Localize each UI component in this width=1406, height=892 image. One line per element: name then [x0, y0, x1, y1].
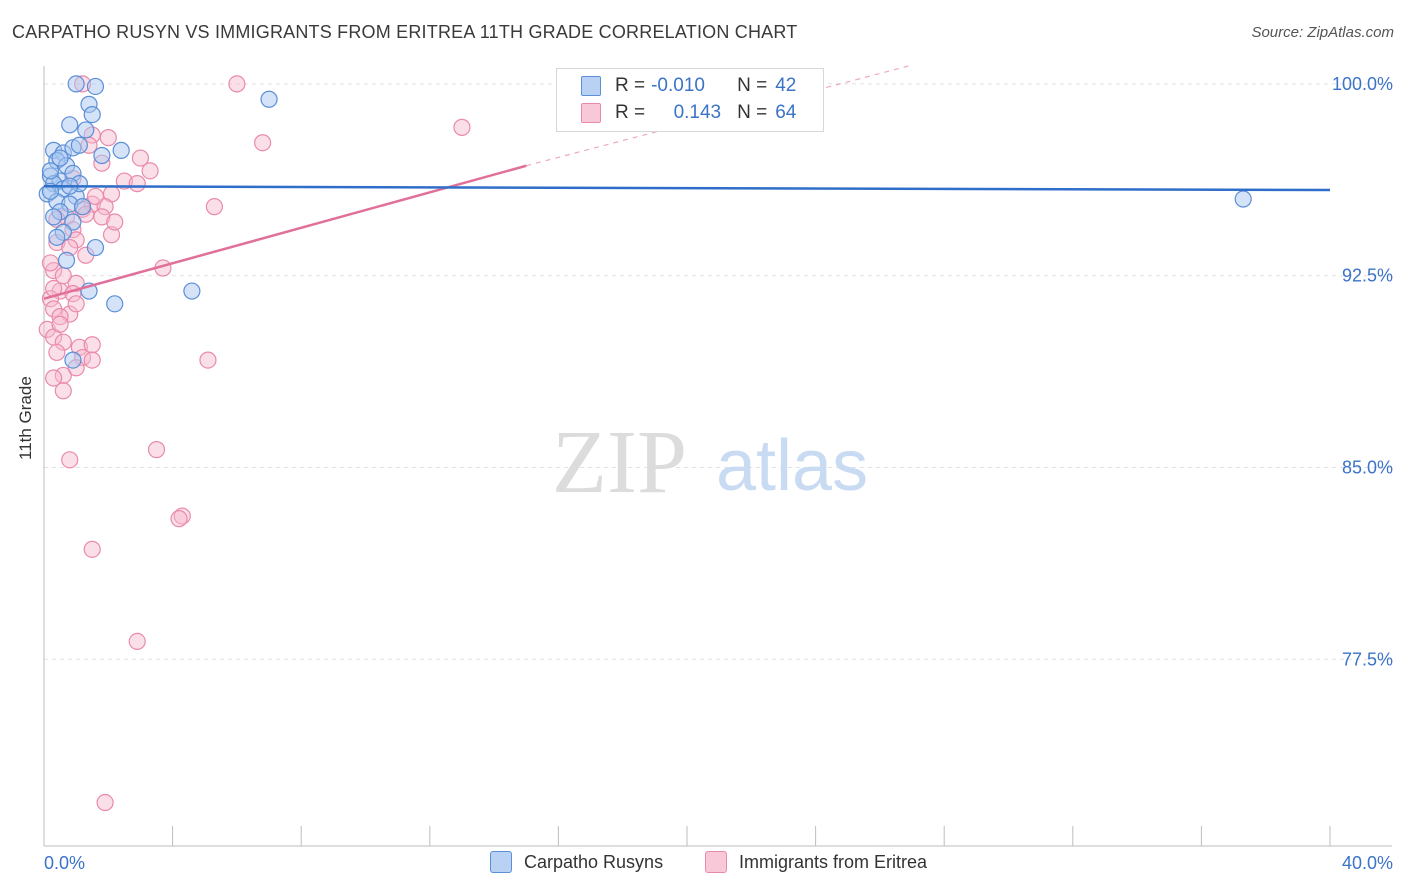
point-eritrea — [45, 369, 63, 387]
point-eritrea — [205, 198, 223, 216]
legend-label-carpatho: Carpatho Rusyns — [524, 851, 664, 872]
point-eritrea — [96, 793, 114, 812]
legend-item-carpatho: Carpatho Rusyns — [490, 851, 663, 873]
point-eritrea — [115, 172, 133, 190]
point-eritrea — [228, 75, 246, 93]
point-carpatho — [112, 141, 130, 159]
y-axis-label: 11th Grade — [16, 376, 35, 460]
trend-lines — [43, 65, 1331, 300]
point-eritrea — [54, 366, 72, 385]
point-eritrea — [128, 632, 146, 651]
legend-r-value: 0.143 — [673, 102, 722, 123]
point-eritrea — [54, 382, 72, 400]
point-carpatho — [57, 251, 76, 269]
legend-r-label: R = — [615, 75, 646, 96]
legend-row-eritrea: R = 0.143 N = 64 — [581, 100, 796, 126]
point-carpatho — [64, 351, 82, 369]
point-carpatho — [70, 136, 88, 154]
point-eritrea — [67, 295, 85, 313]
point-eritrea — [83, 351, 101, 369]
legend-n-value: 42 — [775, 75, 797, 96]
legend-item-eritrea: Immigrants from Eritrea — [705, 851, 927, 873]
legend-n-label: N = — [737, 75, 768, 96]
point-eritrea — [199, 351, 217, 369]
point-eritrea — [83, 336, 101, 354]
legend-r-value: -0.010 — [651, 75, 705, 96]
point-eritrea — [141, 162, 159, 180]
point-carpatho — [77, 121, 95, 139]
point-carpatho — [51, 149, 69, 167]
y-tick-label: 77.5% — [1342, 649, 1393, 669]
point-carpatho — [260, 90, 278, 108]
legend-r-label: R = — [615, 102, 646, 123]
point-carpatho — [86, 238, 105, 257]
source-label: Source: ZipAtlas.com — [1251, 24, 1394, 41]
y-tick-label: 85.0% — [1342, 458, 1393, 478]
point-eritrea — [170, 510, 188, 528]
legend-swatch-pink — [705, 851, 727, 873]
point-eritrea — [131, 149, 150, 167]
point-eritrea — [453, 118, 471, 136]
stats-legend: R = -0.010 N = 42 R = 0.143 N = 64 — [556, 68, 824, 132]
point-eritrea — [93, 208, 111, 226]
point-carpatho — [93, 146, 111, 165]
legend-swatch-pink — [581, 103, 601, 123]
point-eritrea — [106, 213, 124, 231]
point-carpatho — [1234, 190, 1252, 208]
point-eritrea — [173, 507, 191, 525]
point-carpatho — [73, 198, 92, 216]
point-eritrea — [67, 274, 85, 292]
trend-carpatho — [43, 184, 1331, 192]
point-carpatho — [106, 295, 124, 313]
tick-labels: 77.5% 85.0% 92.5% 100.0% 0.0% 40.0% — [44, 74, 1393, 873]
x-tick-label: 40.0% — [1342, 853, 1393, 873]
point-eritrea — [41, 254, 60, 272]
point-carpatho — [183, 282, 201, 300]
point-eritrea — [99, 129, 117, 147]
legend-swatch-blue — [581, 76, 601, 96]
point-carpatho — [48, 228, 66, 246]
x-tick-label: 0.0% — [44, 853, 85, 873]
point-eritrea — [51, 315, 69, 333]
y-tick-label: 100.0% — [1332, 74, 1393, 94]
legend-swatch-blue — [490, 851, 512, 873]
point-carpatho — [61, 116, 79, 134]
point-carpatho — [86, 77, 105, 96]
legend-label-eritrea: Immigrants from Eritrea — [739, 851, 928, 872]
point-eritrea — [54, 333, 72, 351]
chart-title: CARPATHO RUSYN VS IMMIGRANTS FROM ERITRE… — [12, 22, 798, 42]
point-carpatho — [83, 105, 101, 124]
legend-n-label: N = — [737, 102, 768, 123]
point-carpatho — [45, 208, 63, 226]
series-legend: Carpatho Rusyns Immigrants from Eritrea — [0, 851, 1406, 877]
legend-row-carpatho: R = -0.010 N = 42 — [581, 73, 796, 99]
gridlines — [44, 83, 1392, 660]
point-eritrea — [86, 187, 105, 206]
series-carpatho-points — [38, 75, 1252, 369]
point-carpatho — [67, 75, 85, 93]
point-eritrea — [254, 134, 272, 152]
legend-n-value: 64 — [775, 102, 797, 123]
point-eritrea — [128, 175, 146, 193]
point-eritrea — [147, 441, 166, 459]
axes — [43, 66, 1392, 847]
watermark-zip: ZIP — [552, 413, 687, 512]
point-eritrea — [83, 540, 101, 558]
point-eritrea — [48, 343, 66, 362]
y-tick-label: 92.5% — [1342, 266, 1393, 286]
point-eritrea — [61, 451, 79, 469]
watermark-atlas: atlas — [716, 426, 868, 506]
point-carpatho — [41, 162, 60, 180]
point-eritrea — [102, 226, 121, 244]
